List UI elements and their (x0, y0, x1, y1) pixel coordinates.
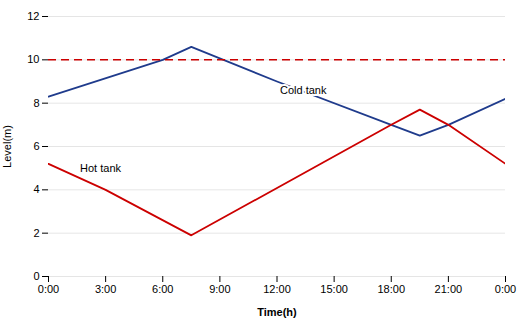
svg-text:12: 12 (27, 10, 39, 22)
svg-text:18:00: 18:00 (377, 283, 405, 295)
svg-text:Cold tank: Cold tank (280, 84, 327, 96)
svg-text:4: 4 (33, 183, 39, 195)
svg-text:0:00: 0:00 (38, 283, 59, 295)
svg-text:6:00: 6:00 (152, 283, 173, 295)
svg-text:0:00: 0:00 (495, 283, 516, 295)
svg-text:9:00: 9:00 (209, 283, 230, 295)
svg-text:Time(h): Time(h) (257, 306, 297, 318)
svg-text:12:00: 12:00 (263, 283, 291, 295)
svg-text:21:00: 21:00 (435, 283, 463, 295)
svg-text:6: 6 (33, 140, 39, 152)
svg-text:2: 2 (33, 227, 39, 239)
svg-text:0: 0 (33, 270, 39, 282)
svg-text:3:00: 3:00 (95, 283, 116, 295)
svg-text:8: 8 (33, 97, 39, 109)
svg-text:10: 10 (27, 53, 39, 65)
svg-text:Hot tank: Hot tank (80, 162, 121, 174)
svg-text:Level(m): Level(m) (1, 125, 13, 168)
svg-text:15:00: 15:00 (320, 283, 348, 295)
